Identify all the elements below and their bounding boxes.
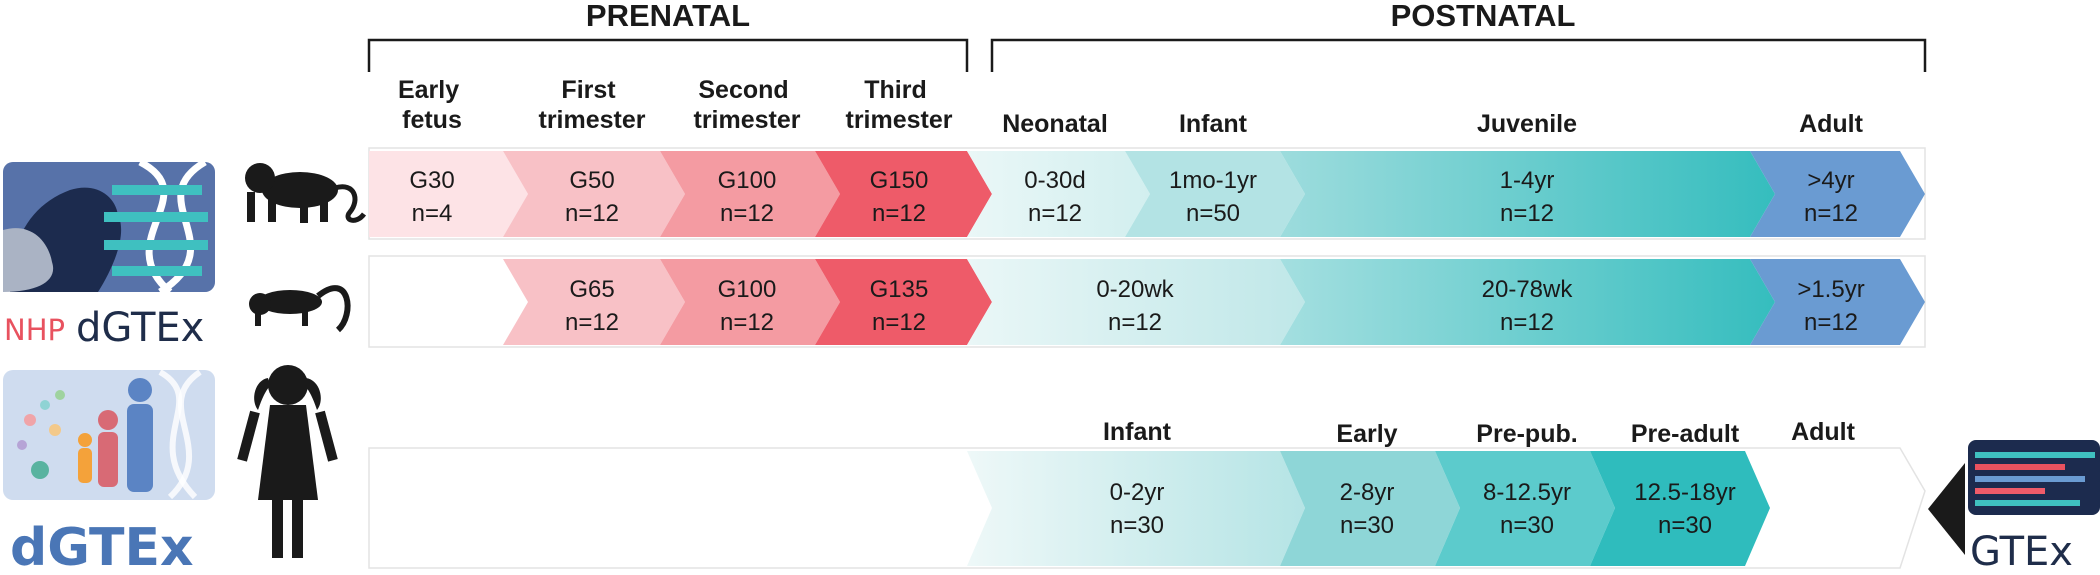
gtex-name: GTEx [1970,529,2073,575]
marmoset-g135-n: n=12 [872,309,926,336]
prenatal-bracket: PRENATAL [367,0,969,72]
marmoset-g65-label: G65 [569,276,614,303]
human-stage-preadult: Pre-adult [1631,420,1740,448]
macaque-neonatal-label: 0-30d [1024,167,1085,194]
marmoset-icon [249,285,351,333]
stage-neonatal: Neonatal [1002,110,1108,138]
human-stage-headers: Infant Early Pre-pub. Pre-adult Adult [1103,418,1856,448]
gtex-logo: GTEx [1928,440,2100,575]
human-early-n: n=30 [1340,512,1394,539]
gtex-icon [1975,452,2095,506]
macaque-g50-n: n=12 [565,200,619,227]
child-icon [237,365,338,558]
marmoset-adult-n: n=12 [1804,309,1858,336]
macaque-g150-n: n=12 [872,200,926,227]
stage-second-trimester: Second trimester [694,76,801,134]
marmoset-g65-n: n=12 [565,309,619,336]
macaque-juvenile-label: 1-4yr [1500,167,1555,194]
macaque-g50-label: G50 [569,167,614,194]
human-stage-prepub: Pre-pub. [1476,420,1577,448]
marmoset-cell-g65 [503,259,685,345]
marmoset-juvenile-label: 20-78wk [1482,276,1574,303]
macaque-cell-g100 [660,151,840,237]
macaque-adult-n: n=12 [1804,200,1858,227]
prenatal-title: PRENATAL [586,0,750,33]
human-cell-infant [967,451,1305,566]
human-stage-infant: Infant [1103,418,1172,446]
marmoset-cell-g100 [660,259,840,345]
macaque-g30-label: G30 [409,167,454,194]
marmoset-cell-adult [1750,259,1925,345]
human-dgtex-name: dGTEx [10,518,194,575]
marmoset-g100-label: G100 [718,276,777,303]
macaque-adult-label: >4yr [1807,167,1854,194]
human-cell-preadult [1590,451,1770,566]
human-stage-adult: Adult [1791,418,1856,446]
macaque-cell-infant [1125,151,1305,237]
triangle-pointer-icon [1928,463,1965,555]
macaque-cell-adult [1750,151,1925,237]
macaque-neonatal-n: n=12 [1028,200,1082,227]
marmoset-cell-neonatal-infant [967,259,1305,345]
nhp-dgtex-logo: NHP dGTEx [3,158,215,351]
marmoset-neonatal-n: n=12 [1108,309,1162,336]
human-prepub-n: n=30 [1500,512,1554,539]
stage-third-trimester: Third trimester [846,76,953,134]
marmoset-neonatal-label: 0-20wk [1096,276,1174,303]
macaque-g100-n: n=12 [720,200,774,227]
macaque-g30-n: n=4 [412,200,453,227]
human-infant-n: n=30 [1110,512,1164,539]
marmoset-juvenile-n: n=12 [1500,309,1554,336]
macaque-cell-g30 [369,151,528,237]
human-preadult-label: 12.5-18yr [1634,479,1735,506]
macaque-juvenile-n: n=12 [1500,200,1554,227]
stage-first-trimester: First trimester [539,76,646,134]
human-cell-early [1280,451,1460,566]
postnatal-title: POSTNATAL [1391,0,1576,33]
dna-icon [104,158,208,295]
stage-juvenile: Juvenile [1477,110,1577,138]
marmoset-adult-label: >1.5yr [1797,276,1864,303]
human-cell-prepub [1435,451,1615,566]
macaque-infant-label: 1mo-1yr [1169,167,1257,194]
marmoset-cell-g135 [815,259,992,345]
family-icon [17,369,202,500]
marmoset-g100-n: n=12 [720,309,774,336]
macaque-cell-neonatal [967,151,1150,237]
nhp-dgtex-name: dGTEx [76,305,204,351]
macaque-cell-g50 [503,151,685,237]
macaque-infant-n: n=50 [1186,200,1240,227]
human-preadult-n: n=30 [1658,512,1712,539]
stage-headers: Early fetus First trimester Second trime… [398,76,1864,138]
human-stage-early: Early [1336,420,1397,448]
macaque-cell-g150 [815,151,992,237]
human-prepub-label: 8-12.5yr [1483,479,1571,506]
human-dgtex-logo: dGTEx [3,369,215,575]
stage-early-fetus: Early fetus [398,76,466,134]
human-row: 0-2yr n=30 2-8yr n=30 8-12.5yr n=30 12.5… [368,447,1926,569]
human-infant-label: 0-2yr [1110,479,1165,506]
macaque-cell-juvenile [1280,151,1775,237]
nhp-prefix: NHP [4,313,65,347]
macaque-g150-label: G150 [870,167,929,194]
stage-adult: Adult [1799,110,1864,138]
monkey-icon [245,163,367,223]
postnatal-bracket: POSTNATAL [990,0,1927,72]
macaque-row: G30 n=4 G50 n=12 G100 n=12 G150 n=12 0-3… [368,147,1926,240]
marmoset-cell-juvenile [1280,259,1775,345]
stage-infant: Infant [1179,110,1248,138]
macaque-g100-label: G100 [718,167,777,194]
marmoset-g135-label: G135 [870,276,929,303]
human-early-label: 2-8yr [1340,479,1395,506]
marmoset-row: G65 n=12 G100 n=12 G135 n=12 0-20wk n=12… [368,255,1926,348]
